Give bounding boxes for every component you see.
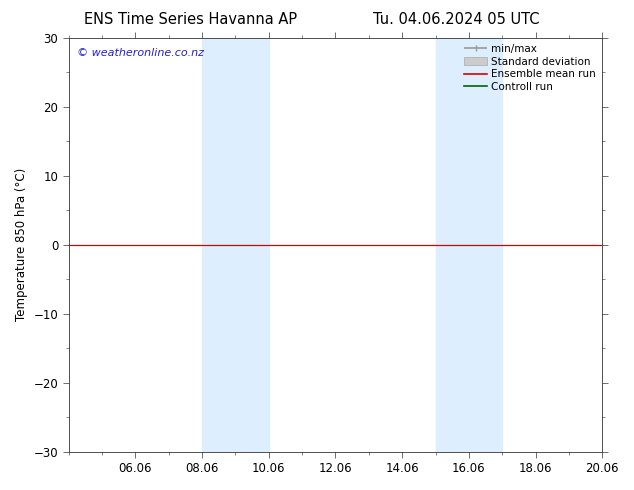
Text: Tu. 04.06.2024 05 UTC: Tu. 04.06.2024 05 UTC	[373, 12, 540, 27]
Bar	[436, 38, 502, 452]
Y-axis label: Temperature 850 hPa (°C): Temperature 850 hPa (°C)	[15, 168, 28, 321]
Text: ENS Time Series Havanna AP: ENS Time Series Havanna AP	[84, 12, 297, 27]
Legend: min/max, Standard deviation, Ensemble mean run, Controll run: min/max, Standard deviation, Ensemble me…	[461, 41, 599, 95]
Bar	[202, 38, 269, 452]
Text: © weatheronline.co.nz: © weatheronline.co.nz	[77, 48, 204, 58]
